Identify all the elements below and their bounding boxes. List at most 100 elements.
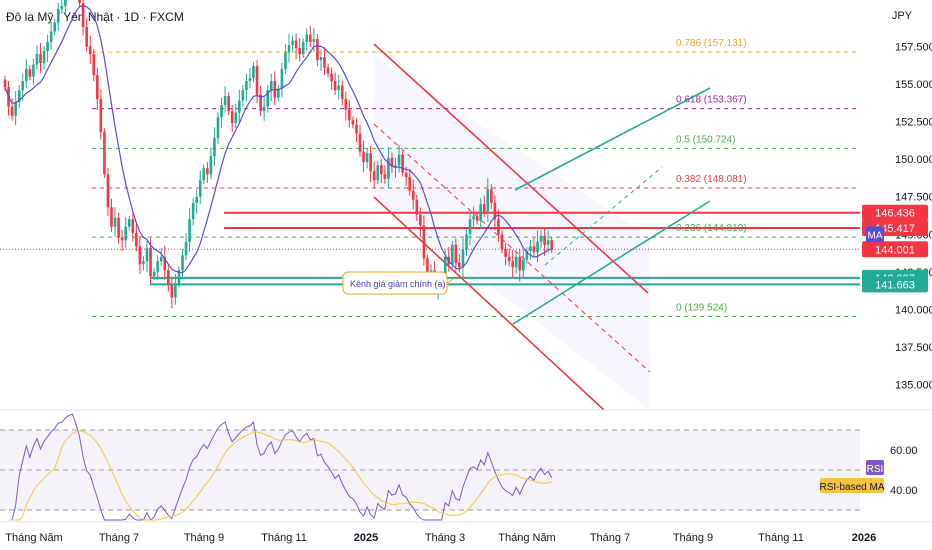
annotation-text: Kênh giá giảm chính (a) [350, 279, 446, 289]
candle-body [454, 244, 458, 263]
price-label-bg [862, 276, 928, 293]
candle-body [500, 234, 504, 250]
rsi-axis-tick: 40.00 [890, 485, 918, 497]
candle-body [202, 168, 206, 181]
time-axis-tick: Tháng 11 [261, 532, 307, 544]
candle-body [383, 174, 387, 179]
candle-body [518, 256, 522, 271]
candle-body [184, 241, 188, 256]
candle-body [380, 165, 383, 175]
candle-body [479, 204, 482, 221]
candle-body [387, 157, 390, 179]
candle-body [397, 154, 401, 166]
candle-body [301, 42, 305, 55]
candle-body [163, 256, 167, 271]
candle-body [472, 216, 475, 220]
price-axis-tick: 150.000 [895, 154, 932, 166]
candle-body [78, 0, 81, 4]
candle-body [539, 235, 543, 242]
candle-body [287, 45, 291, 53]
ma-tag-text: MA [868, 230, 883, 241]
candle-body [451, 244, 454, 265]
price-axis-tick: 140.000 [895, 304, 932, 316]
currency-label[interactable]: JPY [891, 10, 912, 22]
candle-body [348, 109, 351, 121]
candle-body [206, 168, 209, 175]
candle-body [333, 81, 337, 91]
price-axis-tick: 157.500 [895, 42, 932, 54]
price-label-text: 144.001 [875, 244, 915, 256]
candle-body [255, 66, 259, 95]
rsi-ma-tag-bg [820, 478, 884, 493]
candle-body [291, 40, 294, 46]
fib-level-label: 0 (139.524) [676, 303, 727, 314]
candle-body [191, 202, 195, 220]
candle-body [152, 271, 156, 277]
candle-body [103, 132, 106, 175]
price-axis-tick: 152.500 [895, 117, 932, 129]
candle-body [230, 111, 234, 124]
candle-body [64, 0, 67, 7]
candle-body [504, 249, 507, 257]
candle-body [358, 133, 362, 152]
candle-body [536, 241, 539, 253]
price-label-bg [862, 241, 928, 258]
price-axis-tick: 135.000 [895, 379, 932, 391]
candle-body [294, 40, 298, 49]
candle-body [522, 259, 525, 271]
candle-body [390, 157, 394, 167]
candle-body [340, 85, 344, 100]
candle-body [85, 27, 88, 47]
candle-body [56, 9, 60, 23]
candle-body [3, 79, 7, 88]
candle-body [550, 240, 553, 250]
candle-body [174, 283, 177, 298]
candle-body [259, 94, 262, 112]
candle-body [131, 219, 135, 233]
price-axis-tick: 137.500 [895, 342, 932, 354]
candle-body [525, 250, 529, 260]
candle-body [159, 256, 163, 262]
rsi-tag-bg [866, 460, 884, 475]
rsi-pane: 60.00 40.00 RSI RSI-based MA [0, 413, 918, 521]
channel-upper-line [373, 43, 649, 294]
candle-body [120, 237, 124, 241]
candle-body [482, 204, 486, 212]
price-label-text: 141.663 [875, 279, 915, 291]
candle-body [362, 151, 365, 163]
candle-body [49, 31, 53, 43]
candle-body [42, 51, 46, 64]
time-axis-tick: 2026 [852, 532, 876, 544]
candle-body [14, 102, 17, 116]
candle-body [419, 214, 422, 226]
candle-body [35, 54, 39, 65]
candle-body [241, 90, 245, 101]
candle-body [167, 270, 170, 286]
candle-body [426, 258, 429, 274]
fib-level-label: 0.5 (150.724) [676, 134, 736, 145]
candle-body [394, 165, 397, 167]
candle-body [475, 216, 479, 221]
candle-body [245, 81, 248, 91]
chart-title: Đô la Mỹ / Yên Nhật · 1D · FXCM [6, 10, 184, 24]
candle-body [330, 73, 333, 82]
candle-body [365, 153, 369, 163]
candle-body [46, 42, 49, 52]
candle-body [28, 69, 32, 77]
candle-body [337, 85, 340, 91]
up-channel-lower [512, 200, 711, 325]
candle-body [415, 199, 419, 215]
candle-body [220, 105, 223, 118]
candle-body [309, 34, 312, 43]
candle-body [401, 154, 404, 173]
candle-body [60, 6, 64, 10]
candle-body [88, 46, 92, 55]
up-channel-upper [514, 87, 711, 191]
candle-body [149, 247, 152, 277]
candle-body [195, 196, 198, 203]
candle-body [351, 120, 355, 125]
candle-body [497, 219, 500, 235]
candle-body [53, 22, 56, 32]
candle-body [135, 232, 138, 247]
